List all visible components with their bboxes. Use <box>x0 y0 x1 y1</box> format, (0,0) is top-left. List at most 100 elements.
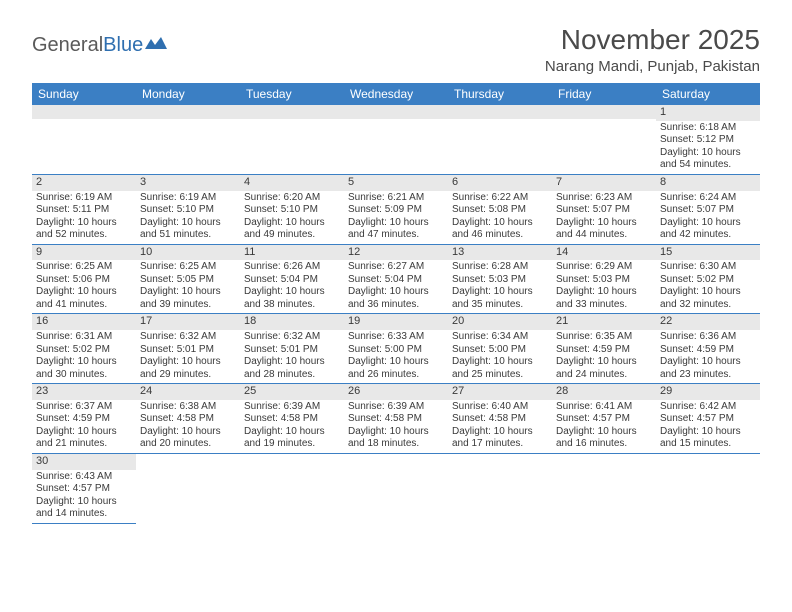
day-number: 26 <box>344 384 448 400</box>
day-number: 17 <box>136 314 240 330</box>
day-num-cell: 10 <box>136 244 240 260</box>
daylight-text: Daylight: 10 hours and 17 minutes. <box>452 426 548 451</box>
day-number: 2 <box>32 175 136 191</box>
day-cell: Sunrise: 6:28 AMSunset: 5:03 PMDaylight:… <box>448 260 552 314</box>
day-details: Sunrise: 6:30 AMSunset: 5:02 PMDaylight:… <box>656 260 760 313</box>
daylight-text: Daylight: 10 hours and 21 minutes. <box>36 426 132 451</box>
day-num-cell: 5 <box>344 174 448 190</box>
day-number: 21 <box>552 314 656 330</box>
day-header: Thursday <box>448 83 552 105</box>
sunrise-text: Sunrise: 6:41 AM <box>556 401 652 414</box>
day-number: 16 <box>32 314 136 330</box>
day-details: Sunrise: 6:39 AMSunset: 4:58 PMDaylight:… <box>344 400 448 453</box>
day-cell <box>344 121 448 175</box>
sunrise-text: Sunrise: 6:24 AM <box>660 192 756 205</box>
day-cell <box>240 121 344 175</box>
day-num-cell: 2 <box>32 174 136 190</box>
week-num-row: 2345678 <box>32 174 760 190</box>
day-num-cell <box>344 453 448 469</box>
day-cell <box>448 470 552 524</box>
day-details: Sunrise: 6:19 AMSunset: 5:10 PMDaylight:… <box>136 191 240 244</box>
day-cell <box>344 470 448 524</box>
day-cell <box>448 121 552 175</box>
week-content-row: Sunrise: 6:43 AMSunset: 4:57 PMDaylight:… <box>32 470 760 524</box>
daylight-text: Daylight: 10 hours and 33 minutes. <box>556 286 652 311</box>
day-number: 11 <box>240 245 344 261</box>
day-details: Sunrise: 6:36 AMSunset: 4:59 PMDaylight:… <box>656 330 760 383</box>
day-number: 28 <box>552 384 656 400</box>
sunrise-text: Sunrise: 6:33 AM <box>348 331 444 344</box>
sunrise-text: Sunrise: 6:38 AM <box>140 401 236 414</box>
daylight-text: Daylight: 10 hours and 16 minutes. <box>556 426 652 451</box>
daylight-text: Daylight: 10 hours and 49 minutes. <box>244 217 340 242</box>
daylight-text: Daylight: 10 hours and 39 minutes. <box>140 286 236 311</box>
daylight-text: Daylight: 10 hours and 24 minutes. <box>556 356 652 381</box>
day-details: Sunrise: 6:38 AMSunset: 4:58 PMDaylight:… <box>136 400 240 453</box>
day-details: Sunrise: 6:26 AMSunset: 5:04 PMDaylight:… <box>240 260 344 313</box>
day-cell: Sunrise: 6:42 AMSunset: 4:57 PMDaylight:… <box>656 400 760 454</box>
day-num-cell: 7 <box>552 174 656 190</box>
day-num-cell: 6 <box>448 174 552 190</box>
day-cell: Sunrise: 6:18 AMSunset: 5:12 PMDaylight:… <box>656 121 760 175</box>
day-cell: Sunrise: 6:21 AMSunset: 5:09 PMDaylight:… <box>344 191 448 245</box>
day-header: Sunday <box>32 83 136 105</box>
daylight-text: Daylight: 10 hours and 35 minutes. <box>452 286 548 311</box>
day-cell: Sunrise: 6:36 AMSunset: 4:59 PMDaylight:… <box>656 330 760 384</box>
week-content-row: Sunrise: 6:18 AMSunset: 5:12 PMDaylight:… <box>32 121 760 175</box>
sunrise-text: Sunrise: 6:25 AM <box>140 261 236 274</box>
day-num-cell <box>136 105 240 121</box>
day-header: Tuesday <box>240 83 344 105</box>
sunset-text: Sunset: 4:58 PM <box>348 413 444 426</box>
day-cell: Sunrise: 6:33 AMSunset: 5:00 PMDaylight:… <box>344 330 448 384</box>
day-num-cell: 28 <box>552 384 656 400</box>
day-cell: Sunrise: 6:26 AMSunset: 5:04 PMDaylight:… <box>240 260 344 314</box>
daylight-text: Daylight: 10 hours and 19 minutes. <box>244 426 340 451</box>
daylight-text: Daylight: 10 hours and 51 minutes. <box>140 217 236 242</box>
day-number: 29 <box>656 384 760 400</box>
sunset-text: Sunset: 5:10 PM <box>244 204 340 217</box>
day-num-cell <box>32 105 136 121</box>
day-number: 10 <box>136 245 240 261</box>
sunrise-text: Sunrise: 6:31 AM <box>36 331 132 344</box>
day-cell: Sunrise: 6:19 AMSunset: 5:10 PMDaylight:… <box>136 191 240 245</box>
day-num-cell <box>344 105 448 121</box>
day-details: Sunrise: 6:32 AMSunset: 5:01 PMDaylight:… <box>240 330 344 383</box>
empty-day-bar <box>136 105 240 119</box>
sunset-text: Sunset: 5:03 PM <box>556 274 652 287</box>
daylight-text: Daylight: 10 hours and 14 minutes. <box>36 496 132 521</box>
sunset-text: Sunset: 4:58 PM <box>140 413 236 426</box>
day-details: Sunrise: 6:22 AMSunset: 5:08 PMDaylight:… <box>448 191 552 244</box>
day-num-cell: 30 <box>32 453 136 469</box>
daylight-text: Daylight: 10 hours and 47 minutes. <box>348 217 444 242</box>
week-num-row: 1 <box>32 105 760 121</box>
day-cell: Sunrise: 6:29 AMSunset: 5:03 PMDaylight:… <box>552 260 656 314</box>
day-number: 9 <box>32 245 136 261</box>
day-num-cell <box>552 453 656 469</box>
day-num-cell: 3 <box>136 174 240 190</box>
day-num-cell: 12 <box>344 244 448 260</box>
day-cell <box>32 121 136 175</box>
empty-day-bar <box>552 105 656 119</box>
sunrise-text: Sunrise: 6:39 AM <box>244 401 340 414</box>
day-num-cell: 21 <box>552 314 656 330</box>
day-number: 13 <box>448 245 552 261</box>
week-content-row: Sunrise: 6:19 AMSunset: 5:11 PMDaylight:… <box>32 191 760 245</box>
day-cell <box>240 470 344 524</box>
month-title: November 2025 <box>545 24 760 56</box>
daylight-text: Daylight: 10 hours and 52 minutes. <box>36 217 132 242</box>
day-cell <box>552 470 656 524</box>
day-header: Wednesday <box>344 83 448 105</box>
day-header: Saturday <box>656 83 760 105</box>
daylight-text: Daylight: 10 hours and 38 minutes. <box>244 286 340 311</box>
sunrise-text: Sunrise: 6:36 AM <box>660 331 756 344</box>
day-cell <box>656 470 760 524</box>
day-num-cell <box>136 453 240 469</box>
day-number: 24 <box>136 384 240 400</box>
day-num-cell: 11 <box>240 244 344 260</box>
sunset-text: Sunset: 4:57 PM <box>556 413 652 426</box>
sunrise-text: Sunrise: 6:39 AM <box>348 401 444 414</box>
day-number: 14 <box>552 245 656 261</box>
day-details: Sunrise: 6:19 AMSunset: 5:11 PMDaylight:… <box>32 191 136 244</box>
sunset-text: Sunset: 4:57 PM <box>660 413 756 426</box>
day-details: Sunrise: 6:40 AMSunset: 4:58 PMDaylight:… <box>448 400 552 453</box>
